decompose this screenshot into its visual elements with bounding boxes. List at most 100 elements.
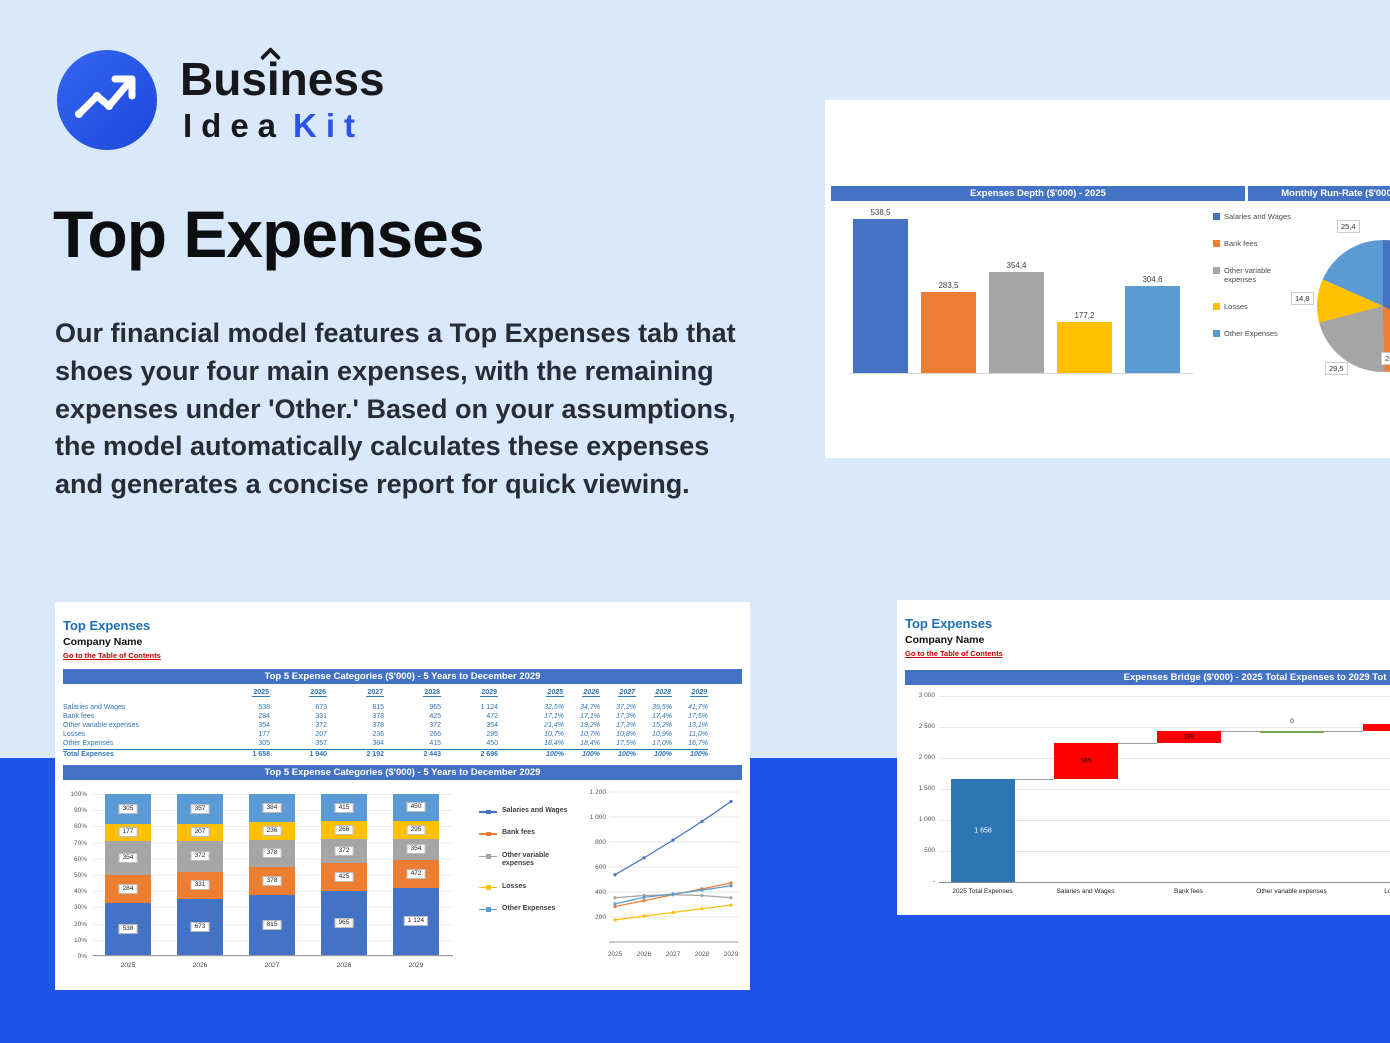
expense-row: Total Expenses 1 658 1 940 2 192 2 443 2 696 1… xyxy=(63,749,708,758)
x-tick-label: 2026 xyxy=(192,962,208,969)
x-tick-label: Salaries and Wages xyxy=(1056,888,1115,895)
toc-link[interactable]: Go to the Table of Contents xyxy=(905,649,1003,658)
stacked-y-axis: 100% 90% 80% 70% 60% 50% 40% 30% 20% 10% 0% xyxy=(63,791,89,960)
pie-label-other-expenses: 25,4 xyxy=(1337,220,1360,233)
bar-value-label: 354,4 xyxy=(1006,261,1027,270)
segment-value-label: 207 xyxy=(190,827,210,838)
segment-value-label: 538 xyxy=(118,923,138,934)
bar-segment: 1 124 xyxy=(393,887,439,955)
depth-bar-chart: 538,5 283,5 354,4 177,2 304,6 xyxy=(849,206,1193,374)
sheet-title: Top Expenses xyxy=(63,618,151,633)
expense-table: Salaries and Wages 538 673 815 965 1 124 32,5%… xyxy=(63,703,708,759)
bar-segment: 472 xyxy=(393,859,439,888)
legend-item: Other Expenses xyxy=(1213,329,1305,338)
legend-label: Losses xyxy=(502,882,527,890)
legend-item: Other Expenses xyxy=(479,905,579,913)
svg-text:1 200: 1 200 xyxy=(590,789,607,796)
segment-value-label: 266 xyxy=(334,825,354,836)
segment-value-label: 415 xyxy=(334,802,354,813)
depth-bar: 538,5 xyxy=(853,208,908,373)
bar-segment: 965 xyxy=(321,891,367,955)
bar xyxy=(853,219,908,373)
legend-swatch xyxy=(479,854,497,859)
segment-value-label: 354 xyxy=(118,853,138,864)
series-legend: Salaries and Wages Bank fees Other variabl… xyxy=(479,807,579,927)
bridge-bar: 585 xyxy=(1054,742,1118,780)
bar-segment: 372 xyxy=(177,840,223,872)
legend-swatch xyxy=(479,809,497,814)
legend-item: Losses xyxy=(479,883,579,891)
legend-label: Other Expenses xyxy=(1224,329,1278,338)
connector-line xyxy=(1015,779,1054,781)
svg-text:2026: 2026 xyxy=(637,951,652,958)
connector-line xyxy=(1324,731,1363,733)
y-tick-label: 80% xyxy=(73,823,87,831)
segment-value-label: 425 xyxy=(334,872,354,883)
bar-value-label: 585 xyxy=(1080,757,1092,765)
legend-item: Other variable expenses xyxy=(1213,266,1305,284)
y-tick-label: 90% xyxy=(73,807,87,815)
bar-segment: 266 xyxy=(321,821,367,839)
expense-row: Other variable expenses 354 372 378 372 354 21… xyxy=(63,722,708,729)
bridge-bar xyxy=(1363,723,1390,732)
segment-value-label: 384 xyxy=(262,803,282,814)
legend-swatch xyxy=(1213,240,1220,247)
expense-row: Other Expenses 305 357 384 415 450 18,4% 18,4% 1… xyxy=(63,740,708,747)
legend-swatch xyxy=(1213,213,1220,220)
svg-text:2028: 2028 xyxy=(695,951,710,958)
legend-item: Losses xyxy=(1213,302,1305,311)
legend-label: Salaries and Wages xyxy=(1224,212,1291,221)
svg-text:1 000: 1 000 xyxy=(590,814,607,821)
bar-segment: 425 xyxy=(321,863,367,892)
pie-label-losses: 14,8 xyxy=(1291,292,1314,305)
depth-bar: 354,4 xyxy=(989,261,1044,373)
bar-segment: 331 xyxy=(177,871,223,900)
trend-arrow-icon xyxy=(75,75,136,118)
gridline xyxy=(939,789,1390,790)
stacked-x-axis: 2025 2026 2027 2028 2029 xyxy=(93,962,453,969)
bridge-x-axis: 2025 Total Expenses Salaries and Wages Ban… xyxy=(931,888,1390,895)
gridline xyxy=(939,758,1390,759)
bar-segment: 384 xyxy=(249,794,295,823)
brand-idea: Idea xyxy=(183,107,286,144)
legend-item: Salaries and Wages xyxy=(479,807,579,815)
segment-value-label: 372 xyxy=(190,851,210,862)
page-title: Top Expenses xyxy=(53,197,485,271)
table-header-bar: Top 5 Expense Categories ($'000) - 5 Yea… xyxy=(63,669,742,684)
stacked-bar: 815 378 378 236 384 xyxy=(249,794,295,955)
segment-value-label: 965 xyxy=(334,918,354,929)
legend-swatch xyxy=(1213,330,1220,337)
legend-label: Bank fees xyxy=(502,829,536,837)
depth-bar: 304,6 xyxy=(1125,275,1180,373)
y-tick-label: 1 500 xyxy=(918,785,935,792)
y-tick-label: 50% xyxy=(73,872,87,879)
bar xyxy=(1057,322,1112,373)
toc-link[interactable]: Go to the Table of Contents xyxy=(63,651,161,660)
bar-segment: 236 xyxy=(249,822,295,840)
y-tick-label: 2 500 xyxy=(918,723,935,730)
bridge-header-bar: Expenses Bridge ($'000) - 2025 Total Exp… xyxy=(905,670,1390,685)
depth-chart-header: Expenses Depth ($'000) - 2025 xyxy=(831,186,1245,201)
connector-line xyxy=(1221,731,1260,733)
svg-text:600: 600 xyxy=(595,864,606,871)
y-tick-label: 10% xyxy=(73,936,87,944)
expenses-depth-screenshot: Expenses Depth ($'000) - 2025 Monthly Ru… xyxy=(825,100,1390,458)
svg-text:2025: 2025 xyxy=(608,951,623,958)
bar-segment: 177 xyxy=(105,823,151,841)
legend-label: Other variable expenses xyxy=(1224,266,1272,284)
bar-segment: 295 xyxy=(393,820,439,839)
bar xyxy=(989,272,1044,373)
bar xyxy=(1125,286,1180,373)
bar-value-label: 177,2 xyxy=(1074,311,1095,320)
x-tick-label: 2027 xyxy=(264,962,280,969)
x-tick-label: Other variable expenses xyxy=(1256,888,1327,895)
bar-segment: 354 xyxy=(393,838,439,860)
legend-swatch xyxy=(479,831,497,837)
expenses-bridge-screenshot: Top Expenses Company Name Go to the Tabl… xyxy=(897,600,1390,915)
bar-value-label: 0 xyxy=(1290,718,1294,726)
gridline xyxy=(939,727,1390,728)
y-tick-label: 20% xyxy=(73,920,87,928)
bar-segment: 305 xyxy=(105,794,151,824)
segment-value-label: 472 xyxy=(406,868,426,879)
